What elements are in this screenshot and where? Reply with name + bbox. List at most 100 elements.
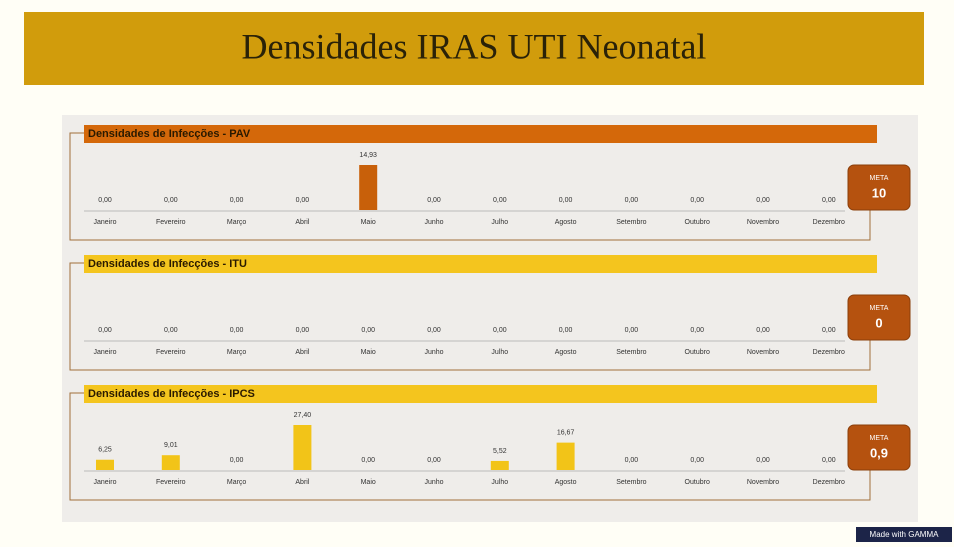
bar xyxy=(161,455,180,470)
meta-value: 0,9 xyxy=(870,445,888,460)
value-label: 0,00 xyxy=(690,197,704,204)
footer: Made with GAMMA xyxy=(870,530,940,539)
x-tick-label: Junho xyxy=(424,219,443,226)
meta-box xyxy=(847,424,911,471)
chart-frame xyxy=(69,132,871,241)
x-tick-label: Dezembro xyxy=(813,479,845,486)
x-tick-label: Maio xyxy=(361,349,376,356)
x-tick-label: Outubro xyxy=(685,219,710,226)
chart-frame xyxy=(69,392,871,501)
footer-badge xyxy=(856,527,952,542)
x-tick-label: Fevereiro xyxy=(156,219,186,226)
bar xyxy=(96,459,114,470)
x-tick-label: Outubro xyxy=(685,349,710,356)
x-tick-label: Agosto xyxy=(555,219,577,226)
value-label: 0,00 xyxy=(164,327,178,334)
x-tick-label: Agosto xyxy=(555,479,577,486)
x-tick-label: Abril xyxy=(295,219,309,226)
bar xyxy=(490,460,509,470)
value-label: 0,00 xyxy=(690,327,704,334)
value-label: 0,00 xyxy=(296,327,310,334)
panel xyxy=(62,115,918,522)
x-tick-label: Novembro xyxy=(747,219,779,226)
chart-header xyxy=(84,125,877,143)
value-label: 0,00 xyxy=(230,197,244,204)
value-label: 0,00 xyxy=(427,197,441,204)
slide-title: Densidades IRAS UTI Neonatal xyxy=(242,26,707,66)
x-tick-label: Março xyxy=(227,349,247,356)
x-tick-label: Outubro xyxy=(685,479,710,486)
x-tick-label: Novembro xyxy=(747,479,779,486)
meta-box xyxy=(847,294,911,341)
title-band xyxy=(24,12,924,85)
value-label: 0,00 xyxy=(98,327,112,334)
value-label: 27,40 xyxy=(294,412,312,419)
meta-box xyxy=(847,164,911,211)
value-label: 0,00 xyxy=(361,457,375,464)
x-tick-label: Fevereiro xyxy=(156,479,186,486)
value-label: 0,00 xyxy=(98,197,112,204)
value-label: 0,00 xyxy=(559,197,573,204)
bar xyxy=(293,425,312,470)
value-label: 0,00 xyxy=(625,327,639,334)
value-label: 14,93 xyxy=(359,152,377,159)
value-label: 0,00 xyxy=(493,197,507,204)
x-tick-label: Fevereiro xyxy=(156,349,186,356)
x-tick-label: Janeiro xyxy=(94,219,117,226)
value-label: 0,00 xyxy=(625,197,639,204)
meta-label: META xyxy=(870,435,889,442)
value-label: 0,00 xyxy=(690,457,704,464)
x-tick-label: Janeiro xyxy=(94,479,117,486)
x-tick-label: Setembro xyxy=(616,219,646,226)
value-label: 0,00 xyxy=(822,327,836,334)
x-tick-label: Julho xyxy=(491,219,508,226)
value-label: 0,00 xyxy=(361,327,375,334)
meta-label: META xyxy=(870,305,889,312)
chart-title: Densidades de Infecções - ITU xyxy=(88,258,247,270)
x-tick-label: Agosto xyxy=(555,349,577,356)
value-label: 0,00 xyxy=(164,197,178,204)
value-label: 0,00 xyxy=(756,197,770,204)
x-tick-label: Julho xyxy=(491,349,508,356)
chart-title: Densidades de Infecções - PAV xyxy=(88,128,251,140)
x-tick-label: Setembro xyxy=(616,349,646,356)
chart-header xyxy=(84,385,877,403)
value-label: 0,00 xyxy=(427,327,441,334)
value-label: 0,00 xyxy=(230,327,244,334)
x-tick-label: Abril xyxy=(295,349,309,356)
x-tick-label: Maio xyxy=(361,219,376,226)
x-tick-label: Dezembro xyxy=(813,349,845,356)
x-tick-label: Abril xyxy=(295,479,309,486)
x-tick-label: Junho xyxy=(424,479,443,486)
chart-title: Densidades de Infecções - IPCS xyxy=(88,388,255,400)
meta-value: 0 xyxy=(875,315,882,330)
value-label: 0,00 xyxy=(493,327,507,334)
chart-frame xyxy=(69,262,871,371)
value-label: 0,00 xyxy=(230,457,244,464)
value-label: 0,00 xyxy=(559,327,573,334)
value-label: 6,25 xyxy=(98,447,112,454)
value-label: 0,00 xyxy=(625,457,639,464)
x-tick-label: Março xyxy=(227,479,247,486)
value-label: 9,01 xyxy=(164,442,178,449)
x-tick-label: Novembro xyxy=(747,349,779,356)
bar xyxy=(359,165,378,210)
value-label: 5,52 xyxy=(493,448,507,455)
value-label: 16,67 xyxy=(557,429,575,436)
x-tick-label: Setembro xyxy=(616,479,646,486)
x-tick-label: Março xyxy=(227,219,247,226)
value-label: 0,00 xyxy=(427,457,441,464)
meta-value: 10 xyxy=(872,185,886,200)
bar xyxy=(556,442,575,470)
x-tick-label: Dezembro xyxy=(813,219,845,226)
chart-header xyxy=(84,255,877,273)
x-tick-label: Maio xyxy=(361,479,376,486)
meta-label: META xyxy=(870,175,889,182)
x-tick-label: Junho xyxy=(424,349,443,356)
value-label: 0,00 xyxy=(756,327,770,334)
value-label: 0,00 xyxy=(822,457,836,464)
value-label: 0,00 xyxy=(756,457,770,464)
x-tick-label: Janeiro xyxy=(94,349,117,356)
value-label: 0,00 xyxy=(296,197,310,204)
